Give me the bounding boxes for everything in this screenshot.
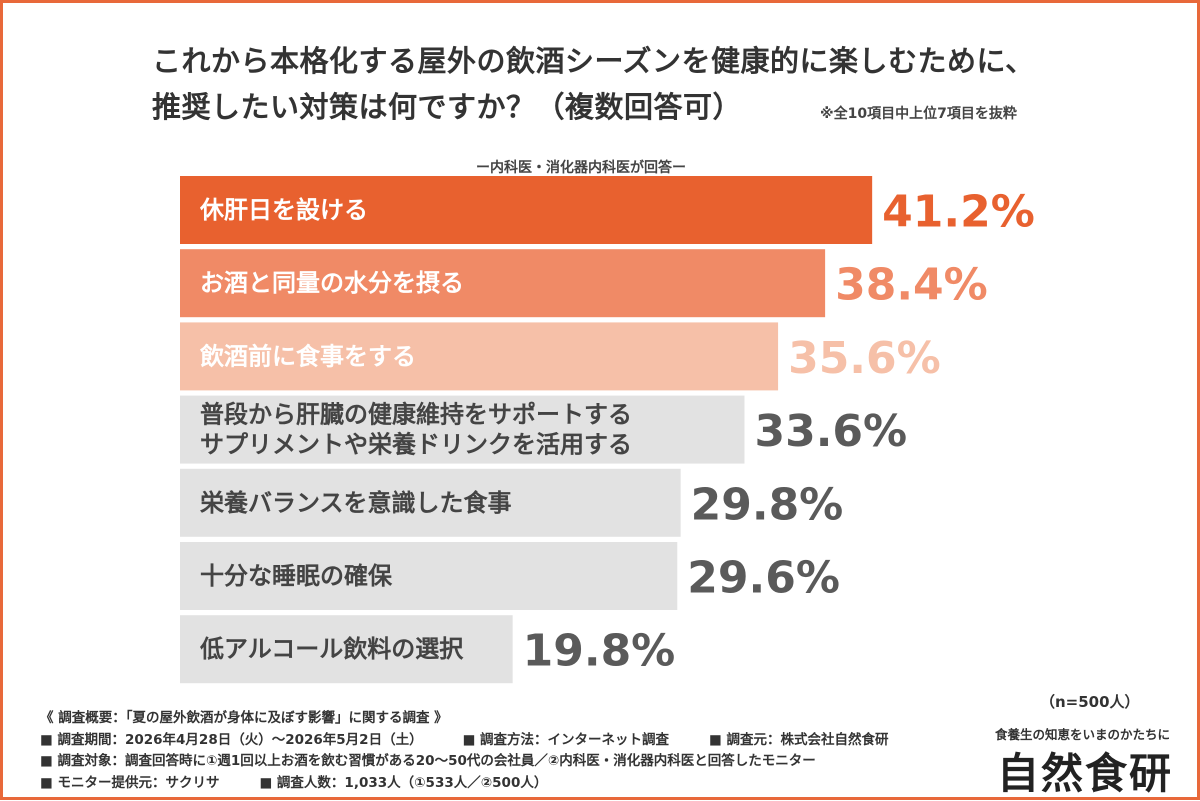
bar-label-1: 休肝日を設ける [199,196,368,224]
value-label-5: 29.8% [691,479,844,530]
company-logo: 自然食研 [997,749,1174,798]
chart-subtitle: ー内科医・消化器内科医が回答ー [476,160,686,176]
survey-footer: 《 調査概要：「夏の屋外飲酒が身体に及ぼす影響」に関する調査 》 ■ 調査期間：… [40,708,929,794]
survey-provider: ■ モニター提供元：サクリサ [40,774,220,791]
bar-6 [180,542,678,610]
survey-source: ■ 調査元：株式会社自然食研 [709,731,889,748]
value-label-6: 29.6% [687,553,840,604]
bar-label-6: 十分な睡眠の確保 [200,562,393,590]
logo-tagline: 食養生の知恵をいまのかたちに [995,727,1171,742]
survey-period: ■ 調査期間：2026年4月28日（火）～2026年5月2日（土） [40,731,423,748]
title-line-2: 推奨したい対策は何ですか？（複数回答可） [152,90,743,124]
title-line-1: これから本格化する屋外の飲酒シーズンを健康的に楽しむために、 [152,44,1035,78]
value-label-1: 41.2% [882,187,1035,238]
bar-label-4-line-2: サプリメントや栄養ドリンクを活用する [200,431,632,459]
sample-size-label: （n=500人） [1040,693,1140,711]
survey-overview: 《 調査概要：「夏の屋外飲酒が身体に及ぼす影響」に関する調査 》 [40,710,448,726]
bar-3 [180,322,779,391]
value-label-4: 33.6% [754,406,907,457]
bar-label-3: 飲酒前に食事をする [199,342,416,370]
survey-count: ■ 調査人数：1,033人（①533人／②500人） [259,774,548,791]
bar-7 [180,615,513,684]
chart-title: これから本格化する屋外の飲酒シーズンを健康的に楽しむために、 推奨したい対策は何… [152,38,1035,130]
bar-label-2: お酒と同量の水分を摂る [200,269,464,297]
bar-4 [180,395,745,464]
survey-target: ■ 調査対象：調査回答時に①週1回以上お酒を飲む習慣がある20～50代の会社員／… [40,753,816,769]
survey-method: ■ 調査方法：インターネット調査 [462,731,670,748]
bar-label-4-line-1: 普段から肝臓の健康維持をサポートする [200,401,632,429]
bar-1 [180,176,873,244]
bar-label-5: 栄養バランスを意識した食事 [199,489,512,517]
note: ※全10項目中上位7項目を抜粋 [820,106,1017,122]
value-label-3: 35.6% [788,333,941,384]
value-label-7: 19.8% [523,626,676,677]
bar-5 [180,468,681,537]
bar-label-7: 低アルコール飲料の選択 [199,635,464,663]
value-label-2: 38.4% [835,260,988,311]
bar-2 [180,249,826,318]
